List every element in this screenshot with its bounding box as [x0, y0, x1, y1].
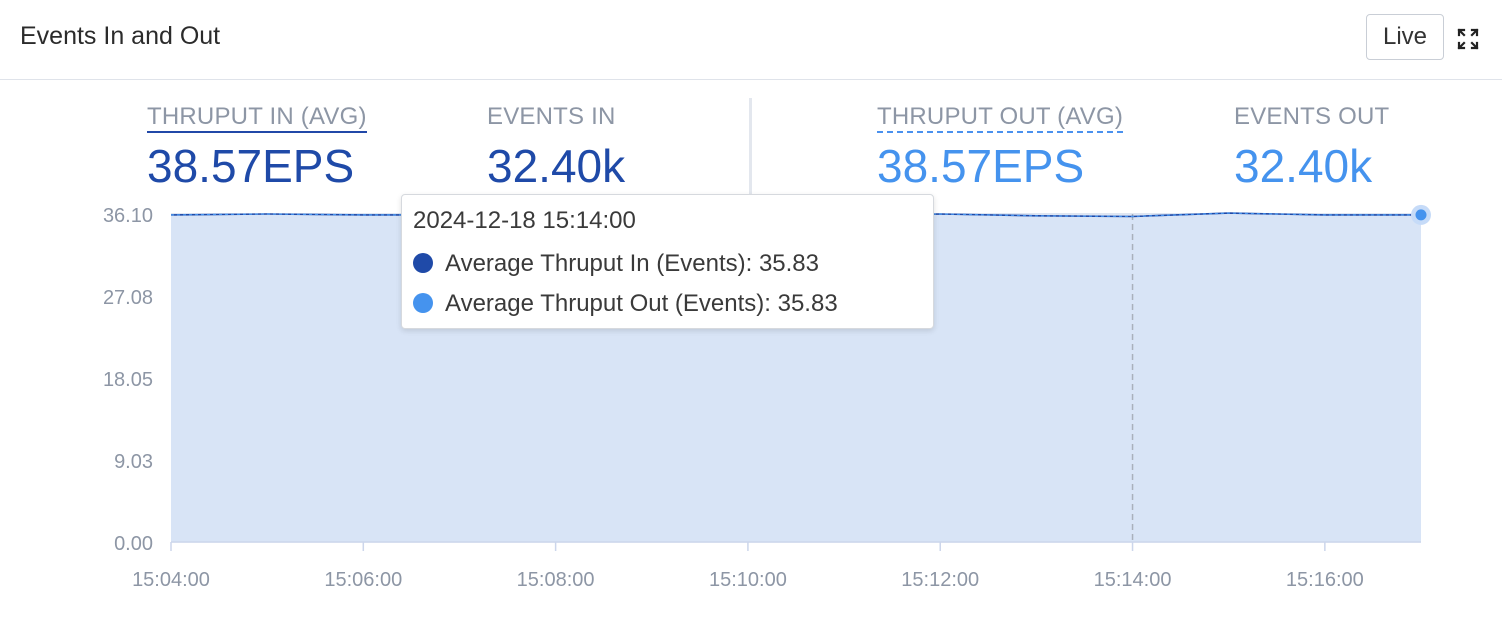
thruput-out-value: 38.57EPS	[877, 140, 1085, 192]
y-tick-label: 36.10	[103, 205, 153, 227]
y-tick-label: 18.05	[103, 369, 153, 391]
panel-header: Events In and Out Live	[0, 0, 1502, 80]
thruput-out-label[interactable]: THRUPUT OUT (AVG)	[877, 103, 1124, 133]
tooltip-row-in-text: Average Thruput In (Events): 35.83	[445, 250, 820, 277]
thruput-in-label[interactable]: THRUPUT IN (AVG)	[147, 103, 367, 133]
panel-title: Events In and Out	[20, 22, 221, 50]
series-in-dot	[413, 253, 433, 273]
stat-thruput-in: THRUPUT IN (AVG) 38.57EPS	[147, 103, 367, 193]
events-in-label: EVENTS IN	[487, 103, 616, 130]
stat-thruput-out: THRUPUT OUT (AVG) 38.57EPS	[877, 103, 1124, 193]
y-tick-label: 27.08	[103, 287, 153, 309]
x-tick-label: 15:06:00	[324, 569, 402, 591]
stat-events-out: EVENTS OUT 32.40k	[1234, 103, 1389, 193]
events-in-value: 32.40k	[487, 140, 626, 192]
tooltip-row-in: Average Thruput In (Events): 35.83	[413, 250, 819, 278]
x-tick-label: 15:12:00	[901, 569, 979, 591]
events-out-value: 32.40k	[1234, 140, 1373, 192]
x-tick-label: 15:10:00	[709, 569, 787, 591]
chart-tooltip: 2024-12-18 15:14:00 Average Thruput In (…	[401, 194, 934, 329]
end-marker-point	[1415, 209, 1427, 221]
x-tick-label: 15:14:00	[1094, 569, 1172, 591]
tooltip-date: 2024-12-18 15:14:00	[413, 207, 636, 234]
expand-icon[interactable]	[1456, 27, 1480, 51]
series-out-dot	[413, 293, 433, 313]
tooltip-row-out-text: Average Thruput Out (Events): 35.83	[445, 290, 838, 317]
thruput-in-value: 38.57EPS	[147, 140, 355, 192]
x-tick-label: 15:04:00	[132, 569, 210, 591]
x-tick-label: 15:08:00	[517, 569, 595, 591]
y-tick-label: 9.03	[114, 451, 153, 473]
stats-divider	[749, 98, 752, 196]
events-out-label: EVENTS OUT	[1234, 103, 1390, 130]
y-tick-label: 0.00	[114, 533, 153, 555]
x-tick-label: 15:16:00	[1286, 569, 1364, 591]
stat-events-in: EVENTS IN 32.40k	[487, 103, 625, 193]
live-button[interactable]: Live	[1366, 14, 1444, 60]
tooltip-row-out: Average Thruput Out (Events): 35.83	[413, 290, 838, 318]
